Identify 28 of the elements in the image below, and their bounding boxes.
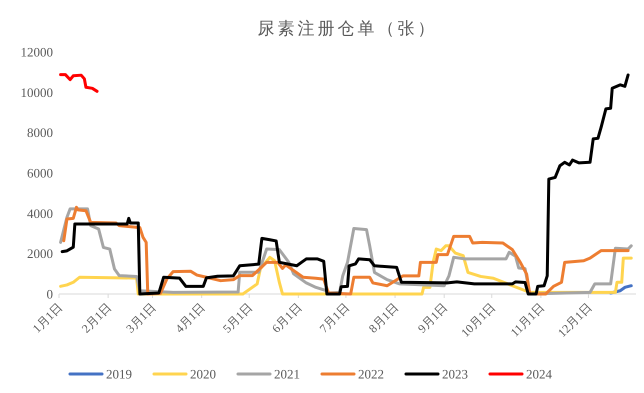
y-tick-label: 6000: [27, 166, 53, 180]
legend-label: 2024: [526, 366, 552, 382]
x-tick-label: 12月1日: [554, 300, 595, 340]
line-series: [60, 73, 630, 296]
y-tick-label: 4000: [27, 206, 53, 221]
x-tick-label: 8月1日: [366, 300, 402, 336]
x-tick-label: 7月1日: [316, 300, 352, 336]
x-tick-label: 3月1日: [123, 300, 159, 336]
y-tick-label: 10000: [20, 84, 53, 100]
x-tick-label: 1月1日: [30, 300, 66, 336]
x-tick-label: 9月1日: [414, 300, 450, 336]
legend-label: 2021: [274, 366, 300, 382]
legend-label: 2020: [190, 366, 216, 382]
y-tick-label: 0: [46, 286, 53, 302]
x-tick-label: 6月1日: [269, 300, 304, 336]
legend-label: 2023: [442, 366, 468, 382]
legend-label: 2022: [358, 366, 384, 382]
chart-title: 尿素注册仓单（张）: [258, 19, 438, 38]
y-tick-label: 2000: [27, 246, 53, 262]
x-tick-label: 2月1日: [78, 300, 114, 336]
x-tick-label: 5月1日: [220, 300, 256, 336]
y-tick-label: 8000: [27, 125, 53, 140]
x-tick-label: 4月1日: [172, 300, 208, 336]
y-tick-label: 12000: [20, 44, 53, 60]
legend-label: 2019: [106, 366, 132, 382]
x-tick-label: 11月1日: [508, 300, 548, 340]
line-series: [59, 73, 99, 93]
x-tick-label: 10月1日: [458, 300, 498, 340]
